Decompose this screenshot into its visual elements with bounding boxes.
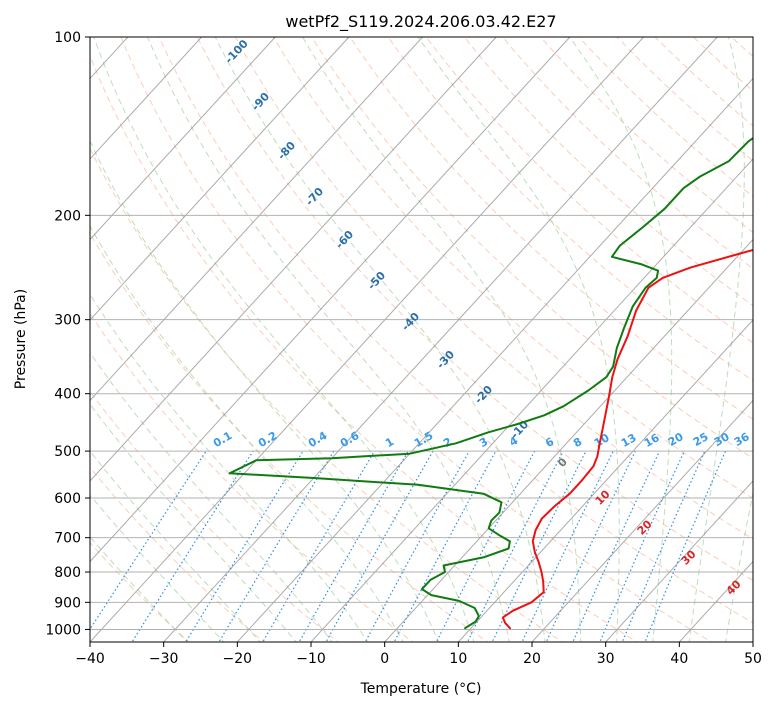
dry-adiabat-line xyxy=(272,37,753,499)
dry-adiabat-line xyxy=(349,37,753,420)
dewpoint-trace xyxy=(228,137,753,630)
isotherm-line xyxy=(457,319,753,642)
x-tick-label: 0 xyxy=(380,651,389,667)
x-tick-label: 30 xyxy=(597,651,615,667)
dry-adiabat-line xyxy=(90,312,414,642)
moist-adiabat-line xyxy=(90,139,440,642)
mixing-ratio-line xyxy=(364,450,470,642)
isotherm-line xyxy=(384,238,753,642)
mixing-ratio-line xyxy=(262,450,376,642)
isotherm-line xyxy=(90,37,276,241)
isotherm-line xyxy=(605,480,753,642)
x-tick-label: 20 xyxy=(523,651,541,667)
temperature-trace xyxy=(501,248,753,630)
dry-adiabat-line xyxy=(387,37,753,382)
y-axis-label: Pressure (hPa) xyxy=(13,289,29,389)
isotherm-line xyxy=(90,37,202,160)
dry-adiabat-line xyxy=(90,390,340,642)
isotherm-line xyxy=(531,399,753,642)
isotherm-line xyxy=(163,37,718,642)
chart-title: wetPf2_S119.2024.206.03.42.E27 xyxy=(285,12,556,32)
dry-adiabat-line xyxy=(311,37,753,460)
x-axis-label: Temperature (°C) xyxy=(360,681,482,697)
plot-frame xyxy=(89,36,754,643)
x-tick-label: −10 xyxy=(296,651,326,667)
isotherm-line xyxy=(90,37,350,321)
isotherm-line xyxy=(310,158,753,642)
isotherm-line xyxy=(90,37,644,642)
mixing-ratio-line xyxy=(545,450,636,642)
mixing-ratio-line xyxy=(185,450,304,642)
dry-adiabat-line xyxy=(90,54,638,642)
mixing-ratio-line xyxy=(393,450,497,642)
y-tick-label: 800 xyxy=(54,565,81,581)
isotherm-line xyxy=(236,77,753,642)
isotherm-line xyxy=(90,37,423,402)
profile-traces xyxy=(228,137,753,630)
isotherm-line xyxy=(90,37,497,482)
y-tick-label: 600 xyxy=(54,491,81,507)
y-tick-label: 400 xyxy=(54,387,81,403)
mixing-ratio-line xyxy=(435,450,536,642)
x-tick-label: −30 xyxy=(149,651,179,667)
y-tick-label: 1000 xyxy=(45,622,81,638)
y-tick-label: 100 xyxy=(54,30,81,46)
x-tick-label: −20 xyxy=(223,651,253,667)
mixing-ratio-line xyxy=(521,450,614,642)
axes: −40 −30 −20 −10 0 10 20 30 40 50 100 200 300 400 500 60… xyxy=(45,30,762,667)
dry-adiabat-line xyxy=(196,37,753,581)
x-tick-label: 50 xyxy=(744,651,762,667)
plot-background xyxy=(90,37,753,642)
x-tick-label: 40 xyxy=(670,651,688,667)
y-tick-label: 300 xyxy=(54,313,81,329)
isotherm-line xyxy=(90,37,571,563)
y-tick-label: 700 xyxy=(54,531,81,547)
mixing-ratio-line xyxy=(90,450,207,631)
y-tick-label: 200 xyxy=(54,208,81,224)
x-tick-label: −40 xyxy=(75,651,105,667)
moist-adiabat-line xyxy=(90,224,404,642)
y-tick-label: 900 xyxy=(54,595,81,611)
x-tick-label: 10 xyxy=(449,651,467,667)
y-tick-label: 500 xyxy=(54,444,81,460)
dry-adiabat-line xyxy=(234,37,753,540)
